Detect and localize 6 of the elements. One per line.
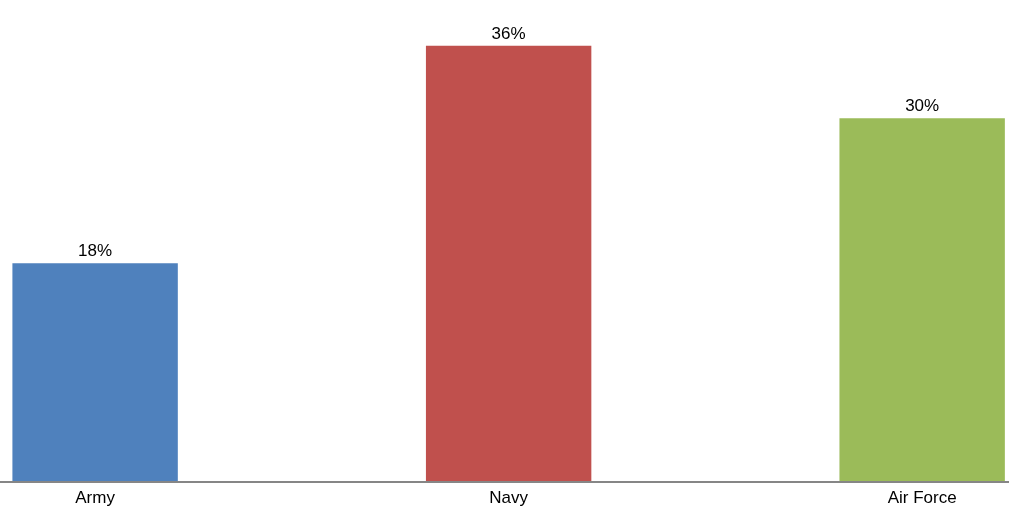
x-tick-label: Air Force <box>887 488 957 508</box>
data-label: 36% <box>491 23 526 43</box>
data-label: 18% <box>78 241 113 261</box>
data-label: 30% <box>905 96 940 116</box>
x-tick-label: Army <box>75 488 116 508</box>
x-tick-label: Navy <box>489 488 529 508</box>
